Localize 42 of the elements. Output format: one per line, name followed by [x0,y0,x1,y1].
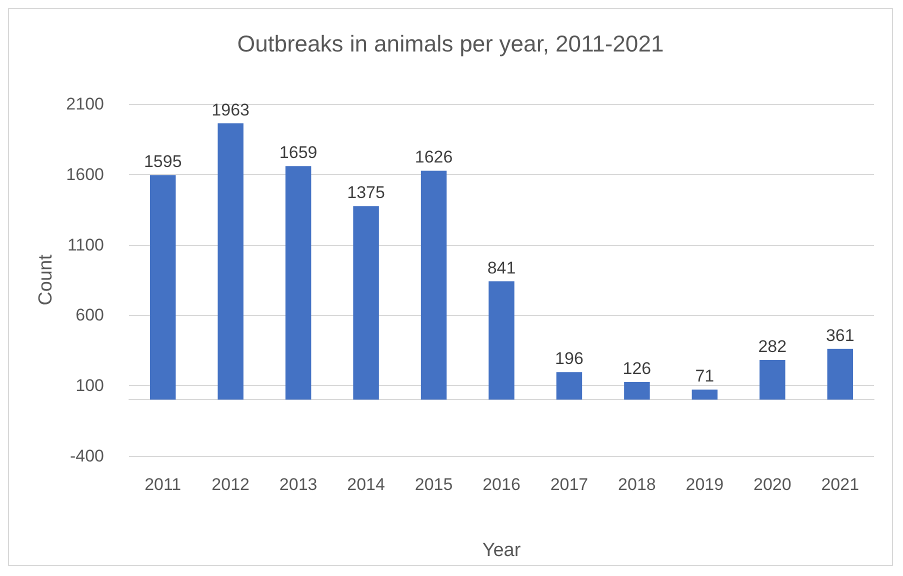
x-axis-title: Year [482,540,522,561]
y-tick-label: 100 [76,376,104,396]
data-label: 196 [555,349,584,368]
x-tick-label: 2016 [482,475,520,494]
x-tick-label: 2021 [821,475,860,494]
data-label: 1963 [212,100,250,120]
bar [218,123,244,400]
chart-title: Outbreaks in animals per year, 2011-2021 [237,30,664,56]
x-tick-label: 2014 [347,475,385,494]
x-tick-label: 2015 [414,475,453,494]
bar [556,372,582,400]
y-tick-label: -400 [70,446,104,466]
data-label: 361 [826,326,854,345]
data-label: 71 [695,366,714,386]
y-tick-label: 2100 [66,94,104,114]
y-tick-label: 1100 [67,235,104,254]
data-label: 841 [487,258,516,278]
x-tick-label: 2011 [144,475,182,494]
data-label: 282 [758,336,787,356]
bar [285,166,312,400]
y-axis-title: Count [35,254,56,306]
bar [760,360,786,400]
x-tick-label: 2018 [618,475,656,494]
bar [488,281,514,400]
x-tick-label: 2020 [753,475,792,494]
bar [827,348,854,400]
data-label: 1375 [347,183,385,202]
data-label: 1626 [414,148,453,167]
data-label: 1659 [279,143,318,162]
x-tick-label: 2019 [686,475,724,494]
y-tick-label: 600 [76,306,104,325]
bar [353,206,379,400]
data-label: 1595 [144,152,182,172]
bar [624,382,650,400]
data-label: 126 [622,358,652,378]
x-tick-label: 2017 [550,475,588,494]
x-tick-label: 2012 [212,475,250,494]
y-tick-label: 1600 [66,164,104,184]
bar [692,390,718,400]
bar [420,170,447,400]
x-tick-label: 2013 [279,475,318,494]
bar [150,175,176,400]
